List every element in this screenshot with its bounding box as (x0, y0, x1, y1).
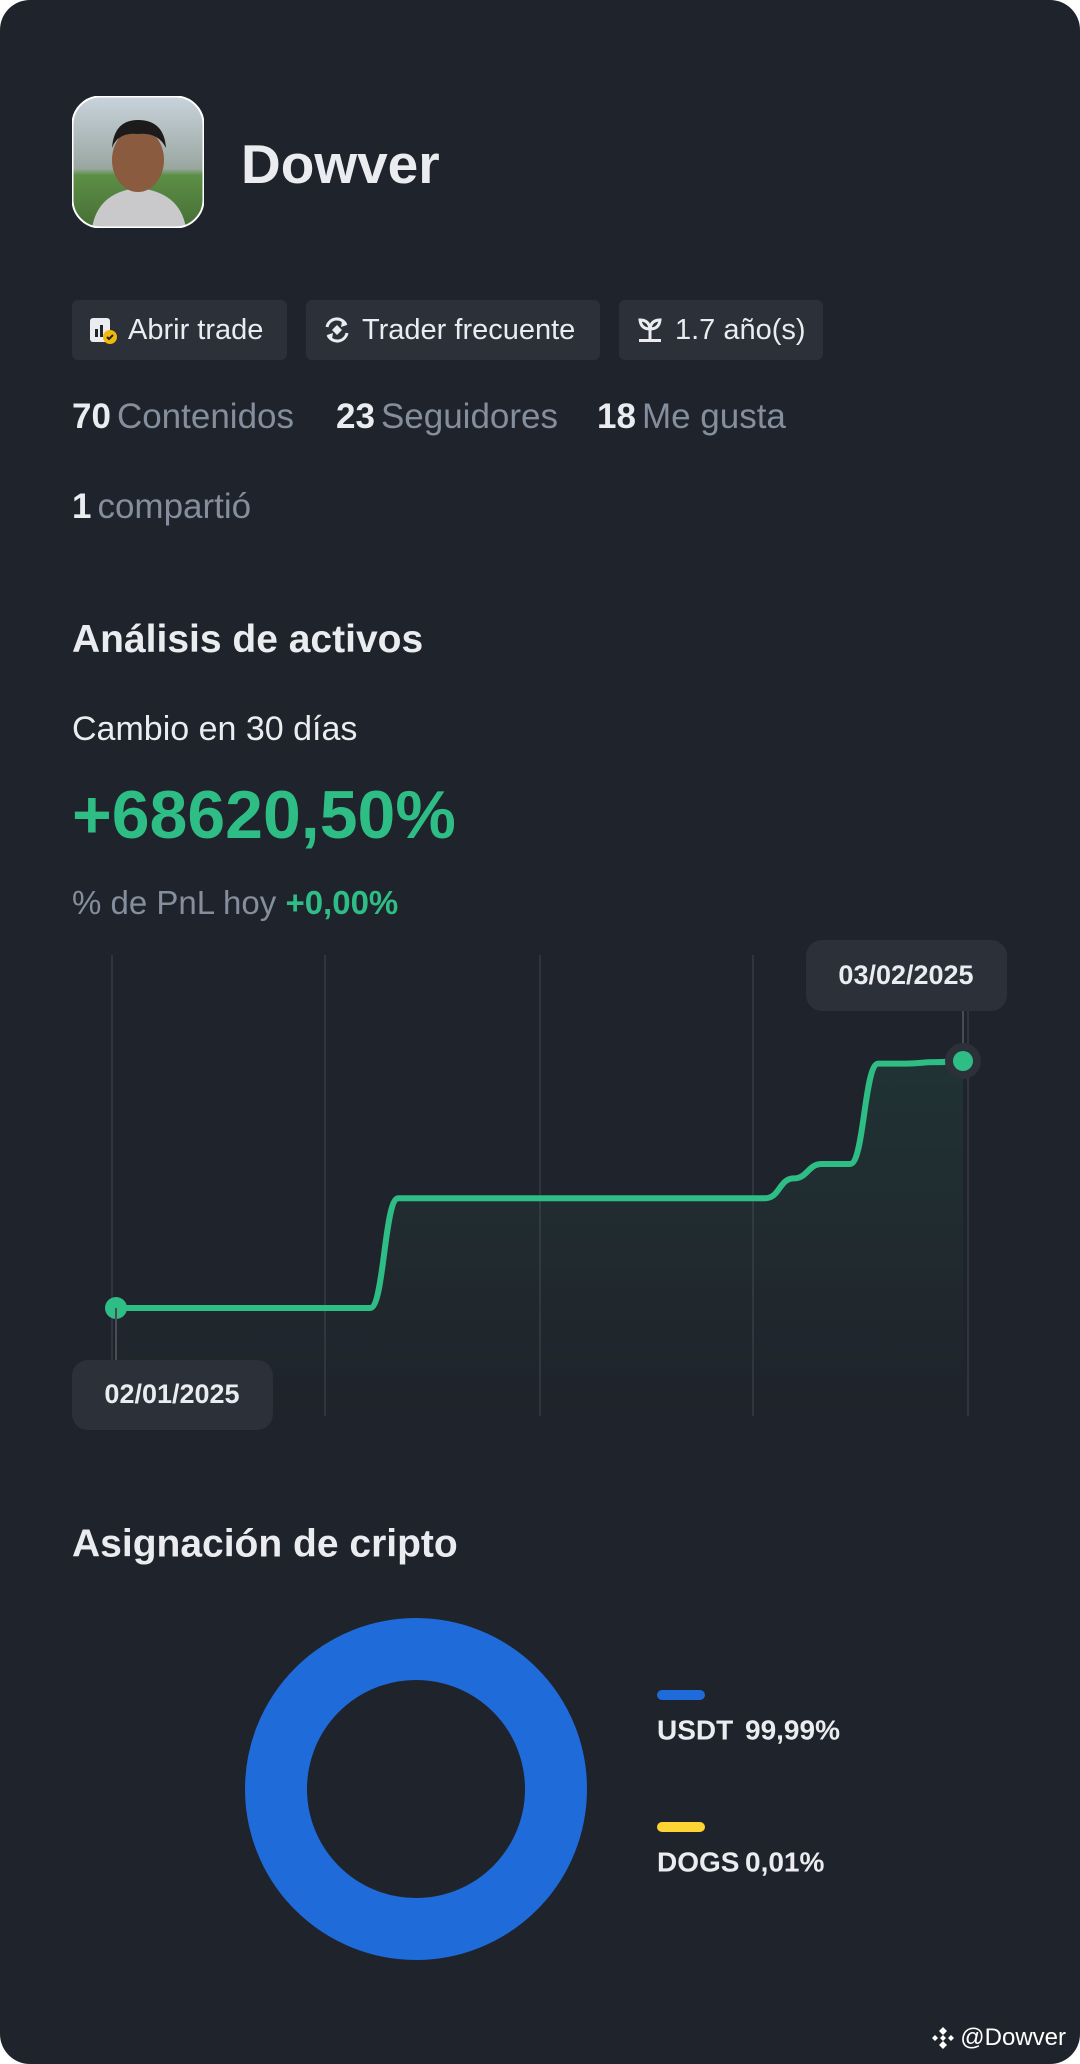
section-title: Análisis de activos (72, 618, 424, 661)
stat: 18 Me gusta (597, 397, 786, 437)
badge-text: 1.7 año(s) (675, 313, 806, 346)
watermark-icon (932, 2027, 955, 2049)
badge: 1.7 año(s) (619, 300, 823, 360)
tooltip-box (72, 1360, 273, 1430)
badge-text: Abrir trade (128, 313, 264, 346)
badge-text: Trader frecuente (362, 313, 576, 346)
legend-label: USDT (657, 1714, 733, 1745)
badge: Trader frecuente (306, 300, 600, 360)
area (116, 1061, 963, 1416)
change-label: Cambio en 30 días (72, 710, 358, 748)
badge-icon (90, 318, 117, 344)
legend-value: 99,99% (745, 1714, 840, 1745)
date-label: 03/02/2025 (838, 960, 973, 990)
badge-icon (325, 317, 349, 343)
user-name: Dowver (241, 133, 440, 195)
watermark-text: @Dowver (960, 2024, 1066, 2051)
stat-count: 70 (72, 397, 111, 436)
badge-icon (638, 318, 662, 342)
legend-swatch (657, 1822, 705, 1832)
change-value: +68620,50% (72, 777, 456, 853)
line (116, 1058, 964, 1311)
tooltip-box (806, 940, 1007, 1011)
avatar (72, 96, 204, 228)
stat-count: 18 (597, 397, 636, 436)
watermark: @Dowver (930, 2024, 1066, 2052)
pnl-label: % de PnL hoy (72, 884, 277, 921)
badge: Abrir trade (72, 300, 287, 360)
stat-count: 23 (336, 397, 375, 436)
donut-slice (245, 1618, 587, 1960)
stat-label: Me gusta (641, 397, 786, 436)
legend-value: 0,01% (745, 1846, 824, 1877)
stat-label: compartió (97, 487, 252, 526)
stat: 1 compartió (72, 487, 251, 527)
stat: 70 Contenidos (72, 397, 294, 437)
date-label: 02/01/2025 (104, 1379, 239, 1409)
stat-count: 1 (72, 487, 92, 526)
stat-label: Seguidores (380, 397, 559, 436)
pie-title: Asignación de cripto (72, 1522, 458, 1565)
pnl-row: % de PnL hoy +0,00% (72, 884, 398, 922)
stat: 23 Seguidores (336, 397, 558, 437)
point (953, 1051, 973, 1071)
pnl-value: +0,00% (285, 884, 399, 921)
legend-label: DOGS (657, 1846, 739, 1877)
stat-label: Contenidos (116, 397, 295, 436)
legend-swatch (657, 1690, 705, 1700)
